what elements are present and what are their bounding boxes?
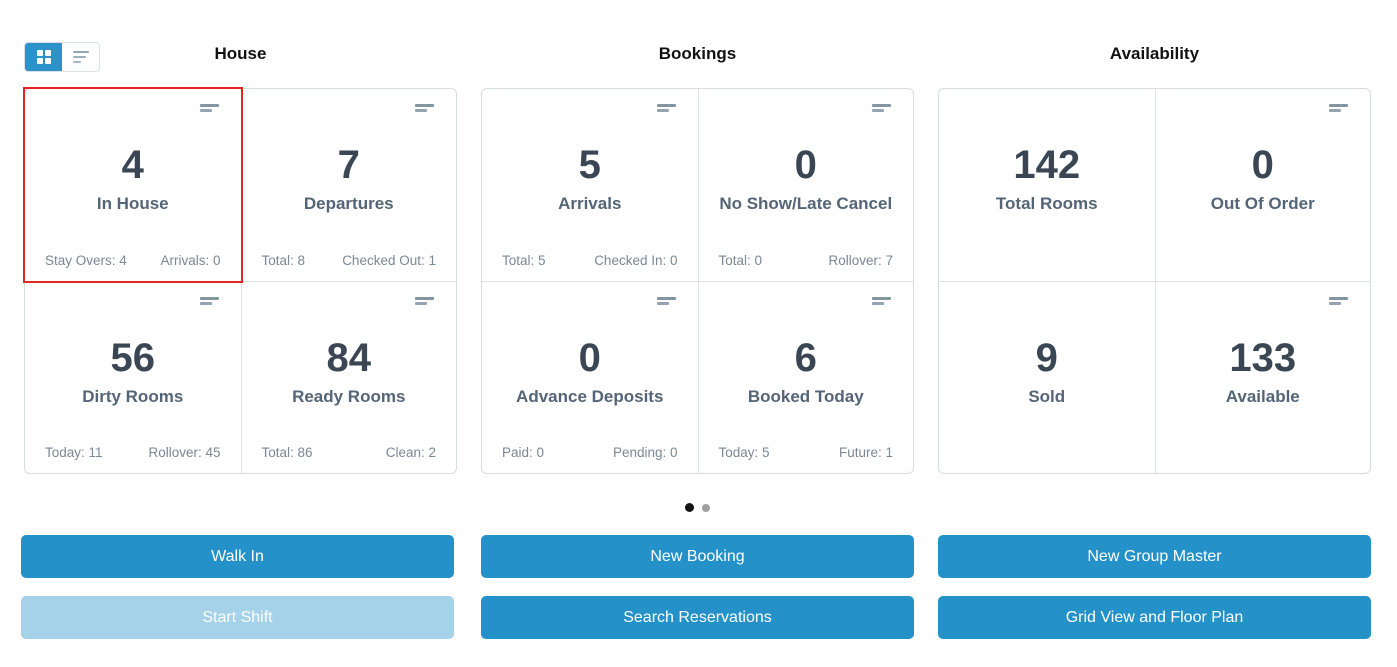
filter-lines-icon[interactable] [656,297,676,305]
card-label: Ready Rooms [292,387,406,406]
house-panel: 4 In House Stay Overs: 4 Arrivals: 0 7 D… [24,88,457,474]
card-footer: Paid: 0 Pending: 0 [502,445,678,460]
card-label: Departures [303,194,394,213]
card-footer: Total: 0 Rollover: 7 [719,253,894,268]
card-footer: Today: 5 Future: 1 [719,445,894,460]
card-value: 0 [1251,143,1274,187]
card-value: 4 [121,143,144,187]
card-footer-right: Arrivals: 0 [160,253,221,268]
card-label: No Show/Late Cancel [719,194,893,213]
card-footer-left: Total: 86 [261,445,313,460]
card-value: 133 [1229,336,1297,380]
card-footer-right: Clean: 2 [385,445,436,460]
card-footer-left: Paid: 0 [502,445,545,460]
filter-lines-icon[interactable] [656,104,676,112]
card-value: 0 [794,143,817,187]
grid-view-floor-plan-button[interactable]: Grid View and Floor Plan [938,596,1371,639]
card-footer-left: Total: 0 [718,253,763,268]
card-label: Booked Today [747,387,864,406]
bookings-panel: 5 Arrivals Total: 5 Checked In: 0 0 No S… [481,88,914,474]
card-available[interactable]: 133 Available [1154,281,1370,473]
card-footer: Today: 11 Rollover: 45 [45,445,221,460]
card-footer-left: Total: 5 [502,253,546,268]
panel-title-house: House [214,44,267,63]
card-ready-rooms[interactable]: 84 Ready Rooms Total: 86 Clean: 2 [240,281,456,473]
card-value: 84 [326,336,372,380]
card-label: Arrivals [558,194,622,213]
carousel-dots [481,503,914,512]
card-in-house[interactable]: 4 In House Stay Overs: 4 Arrivals: 0 [25,89,241,281]
card-value: 142 [1013,143,1081,187]
card-footer-right: Rollover: 7 [828,253,893,268]
card-footer-left: Today: 5 [718,445,770,460]
availability-panel: 142 Total Rooms 0 Out Of Order 9 Sold 13… [938,88,1371,474]
card-footer: Total: 86 Clean: 2 [262,445,437,460]
grid-view-button[interactable] [25,43,62,71]
panel-title-availability: Availability [1109,44,1200,63]
card-footer: Total: 5 Checked In: 0 [502,253,678,268]
card-value: 0 [578,336,601,380]
card-value: 6 [794,336,817,380]
card-footer-left: Stay Overs: 4 [45,253,127,268]
card-value: 56 [110,336,156,380]
card-footer-left: Total: 8 [261,253,306,268]
card-advance-deposits[interactable]: 0 Advance Deposits Paid: 0 Pending: 0 [482,281,698,473]
card-label: Out Of Order [1210,194,1315,213]
start-shift-button[interactable]: Start Shift [21,596,454,639]
card-footer-right: Rollover: 45 [148,445,221,460]
card-departures[interactable]: 7 Departures Total: 8 Checked Out: 1 [240,89,457,281]
card-footer-right: Future: 1 [838,445,893,460]
carousel-dot-2[interactable] [702,503,710,512]
card-label: Advance Deposits [516,387,664,406]
card-footer: Total: 8 Checked Out: 1 [262,253,437,268]
card-total-rooms[interactable]: 142 Total Rooms [939,89,1155,281]
card-label: Dirty Rooms [82,387,184,406]
grid-view-icon [36,50,51,64]
card-arrivals[interactable]: 5 Arrivals Total: 5 Checked In: 0 [482,89,698,281]
card-value: 7 [337,143,360,187]
filter-lines-icon[interactable] [415,104,434,112]
card-value: 5 [578,143,601,187]
card-dirty-rooms[interactable]: 56 Dirty Rooms Today: 11 Rollover: 45 [25,281,241,473]
filter-lines-icon[interactable] [872,104,891,112]
panel-title-bookings: Bookings [658,44,737,63]
card-booked-today[interactable]: 6 Booked Today Today: 5 Future: 1 [697,281,913,473]
card-out-of-order[interactable]: 0 Out Of Order [1154,89,1371,281]
view-toggle [24,42,100,72]
card-footer-left: Today: 11 [45,445,103,460]
card-footer-right: Pending: 0 [612,445,678,460]
new-group-master-button[interactable]: New Group Master [938,535,1371,578]
list-view-icon [72,51,89,63]
card-footer-right: Checked Out: 1 [342,253,436,268]
filter-lines-icon[interactable] [415,297,434,305]
list-view-button[interactable] [62,43,99,71]
filter-lines-icon[interactable] [872,297,891,305]
card-label: Sold [1028,387,1066,406]
card-label: In House [96,194,169,213]
card-no-show-late-cancel[interactable]: 0 No Show/Late Cancel Total: 0 Rollover:… [697,89,914,281]
search-reservations-button[interactable]: Search Reservations [481,596,914,639]
card-label: Available [1225,387,1300,406]
filter-lines-icon[interactable] [1329,104,1348,112]
new-booking-button[interactable]: New Booking [481,535,914,578]
card-label: Total Rooms [995,194,1098,213]
filter-lines-icon[interactable] [1329,297,1348,305]
card-footer-right: Checked In: 0 [594,253,678,268]
card-value: 9 [1035,336,1058,380]
filter-lines-icon[interactable] [199,104,219,112]
card-footer: Stay Overs: 4 Arrivals: 0 [45,253,221,268]
card-sold[interactable]: 9 Sold [939,281,1155,473]
filter-lines-icon[interactable] [199,297,219,305]
walk-in-button[interactable]: Walk In [21,535,454,578]
carousel-dot-1[interactable] [685,503,694,512]
